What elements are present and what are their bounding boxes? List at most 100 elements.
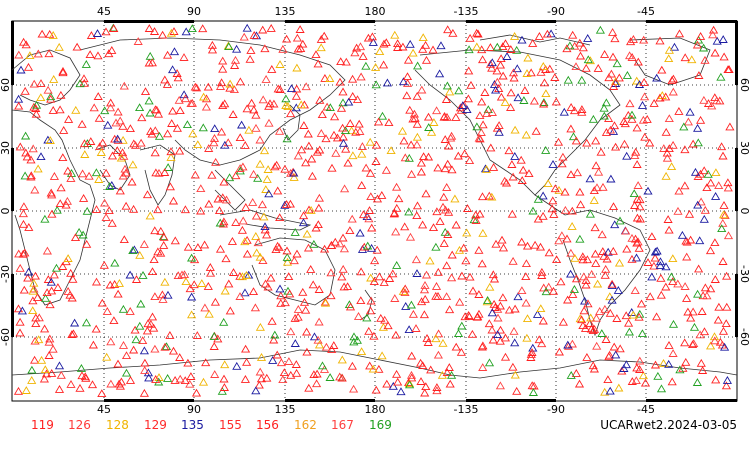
station-marker (533, 194, 543, 203)
station-marker (483, 296, 493, 304)
station-marker (625, 51, 635, 60)
station-marker (631, 253, 642, 262)
station-marker (463, 94, 473, 103)
station-marker (474, 290, 484, 298)
station-marker (711, 192, 721, 200)
station-marker (627, 114, 637, 123)
station-marker (58, 153, 68, 162)
frame-bar-bottom (466, 399, 556, 402)
station-marker (291, 91, 301, 100)
station-marker (344, 97, 354, 106)
station-marker (421, 189, 431, 198)
station-marker (361, 163, 371, 172)
station-marker (98, 138, 108, 147)
station-marker (339, 244, 349, 253)
station-marker (432, 383, 442, 391)
station-marker (600, 387, 610, 396)
station-marker (467, 329, 477, 338)
station-marker (595, 25, 605, 34)
station-marker (591, 259, 601, 267)
legend-item: 129 (144, 418, 167, 432)
station-marker (599, 111, 609, 120)
station-marker (407, 169, 417, 178)
station-marker (325, 373, 335, 381)
station-marker (347, 361, 357, 370)
station-marker (693, 200, 703, 209)
station-marker (352, 43, 362, 52)
station-marker (661, 92, 671, 101)
station-marker (492, 42, 502, 51)
station-marker (664, 45, 674, 54)
station-marker (109, 24, 119, 32)
station-marker (140, 366, 150, 374)
station-marker (369, 277, 379, 286)
station-marker (423, 338, 433, 346)
station-marker (569, 106, 580, 115)
top-lon-label: 180 (365, 5, 386, 18)
station-marker (274, 243, 284, 252)
station-marker (710, 48, 720, 57)
station-marker (63, 166, 73, 175)
station-marker (350, 48, 360, 57)
station-marker (119, 81, 129, 90)
station-marker (694, 71, 704, 79)
station-marker (106, 379, 116, 388)
station-marker (163, 129, 173, 138)
station-marker (617, 366, 627, 375)
station-marker (129, 139, 139, 148)
station-marker (533, 214, 543, 223)
station-marker (295, 25, 305, 33)
station-marker (151, 375, 161, 383)
station-marker (58, 262, 68, 270)
station-marker (29, 79, 39, 88)
station-marker (674, 186, 684, 195)
station-marker (355, 42, 366, 51)
station-marker (528, 206, 538, 215)
station-marker (539, 78, 550, 87)
station-marker (308, 280, 318, 289)
station-marker (26, 171, 36, 180)
station-marker (314, 203, 324, 212)
station-marker (494, 127, 504, 136)
station-marker (159, 232, 169, 241)
station-marker (581, 63, 591, 72)
station-marker (217, 127, 227, 136)
station-marker (563, 295, 573, 304)
station-marker (46, 188, 56, 197)
station-marker (719, 201, 729, 209)
station-marker (255, 159, 265, 168)
station-marker (367, 243, 377, 252)
station-marker (297, 145, 307, 154)
station-marker (568, 30, 578, 39)
station-marker (522, 69, 532, 77)
station-marker (130, 325, 140, 334)
station-marker (633, 57, 643, 66)
station-marker (548, 196, 558, 205)
station-marker (107, 46, 117, 54)
station-marker (441, 95, 451, 103)
station-marker (154, 377, 164, 386)
station-marker (341, 144, 351, 153)
station-marker (19, 37, 29, 46)
right-lat-label: 0 (738, 208, 750, 215)
station-marker (655, 261, 665, 270)
station-marker (608, 246, 618, 255)
station-marker (307, 154, 317, 163)
station-marker (390, 294, 400, 302)
station-marker (405, 380, 415, 389)
station-marker (619, 364, 629, 372)
station-marker (362, 313, 372, 322)
station-marker (327, 163, 337, 172)
station-marker (204, 144, 214, 152)
station-marker (572, 168, 582, 177)
station-marker (418, 44, 428, 53)
station-marker (680, 145, 690, 154)
station-marker (696, 115, 706, 124)
station-marker (464, 66, 474, 75)
station-marker (168, 65, 178, 74)
station-marker (242, 23, 252, 32)
station-marker (78, 169, 88, 178)
station-marker (215, 244, 226, 253)
station-marker (486, 143, 496, 152)
station-marker (600, 270, 610, 279)
